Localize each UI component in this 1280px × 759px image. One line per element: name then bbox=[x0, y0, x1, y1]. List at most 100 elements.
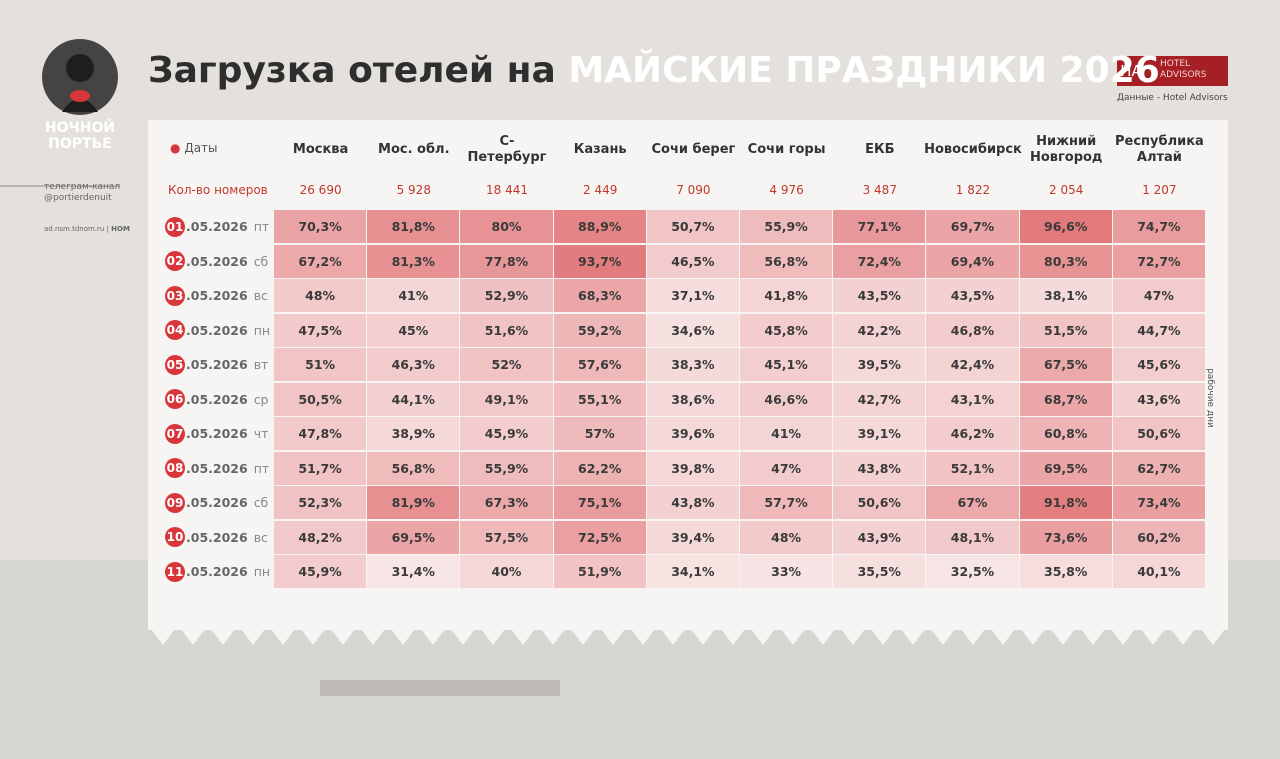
day-badge: 03 bbox=[165, 285, 185, 306]
occupancy-cell: 47,5% bbox=[274, 313, 367, 347]
occupancy-cell: 49,1% bbox=[460, 382, 553, 416]
occupancy-cell: 46,5% bbox=[646, 244, 739, 278]
occupancy-cell: 52,3% bbox=[274, 486, 367, 519]
ha-name: HOTEL ADVISORS bbox=[1160, 59, 1207, 81]
dates-header: ● Даты bbox=[170, 141, 218, 155]
occupancy-cell: 46,3% bbox=[367, 348, 460, 381]
occupancy-cell: 80,3% bbox=[1019, 244, 1112, 278]
occupancy-cell: 50,6% bbox=[1112, 417, 1205, 450]
occupancy-cell: 62,7% bbox=[1112, 451, 1205, 485]
occupancy-cell: 52,1% bbox=[926, 451, 1019, 485]
occupancy-cell: 51,7% bbox=[274, 451, 367, 485]
occupancy-cell: 43,8% bbox=[833, 451, 926, 485]
weekday: вс bbox=[253, 288, 268, 303]
occupancy-cell: 45,9% bbox=[274, 555, 367, 588]
occupancy-cell: 72,5% bbox=[553, 520, 646, 554]
occupancy-cell: 80% bbox=[460, 210, 553, 243]
occupancy-cell: 45% bbox=[367, 313, 460, 347]
weekday: сб bbox=[253, 253, 269, 269]
day-badge: 09 bbox=[165, 492, 185, 513]
date-text: .05.2026 bbox=[186, 460, 248, 476]
occupancy-cell: 50,5% bbox=[274, 382, 367, 416]
weekday: пн bbox=[253, 564, 271, 579]
occupancy-cell: 48,2% bbox=[274, 520, 367, 554]
date-label: 01.05.2026 пт bbox=[165, 210, 269, 243]
occupancy-cell: 31,4% bbox=[367, 555, 460, 588]
room-count: 1 822 bbox=[955, 183, 991, 197]
zigzag-edge bbox=[148, 625, 1228, 645]
occupancy-cell: 69,5% bbox=[367, 520, 460, 554]
weekday: пн bbox=[253, 322, 271, 338]
occupancy-cell: 39,4% bbox=[646, 520, 739, 554]
weekday: пт bbox=[253, 460, 270, 476]
ha-name-line: HOTEL bbox=[1160, 59, 1191, 69]
occupancy-cell: 56,8% bbox=[740, 244, 833, 278]
date-text: .05.2026 bbox=[186, 529, 248, 545]
occupancy-cell: 43,8% bbox=[646, 486, 739, 519]
occupancy-cell: 81,3% bbox=[367, 244, 460, 278]
occupancy-cell: 45,6% bbox=[1112, 348, 1205, 381]
ha-badge bbox=[1117, 56, 1145, 86]
occupancy-cell: 48% bbox=[740, 520, 833, 554]
date-label: 10.05.2026 вс bbox=[165, 521, 268, 554]
occupancy-cell: 73,4% bbox=[1112, 486, 1205, 519]
date-text: .05.2026 bbox=[186, 357, 248, 372]
room-count: 2 449 bbox=[583, 183, 618, 197]
room-count: 26 690 bbox=[299, 183, 342, 197]
column-header: Республика Алтай bbox=[1114, 134, 1204, 165]
occupancy-cell: 38,9% bbox=[367, 417, 460, 450]
occupancy-cell: 67,5% bbox=[1019, 348, 1112, 381]
occupancy-cell: 60,2% bbox=[1112, 520, 1205, 554]
site: ad.nsm.tdnom.ru | НОМ bbox=[44, 225, 130, 233]
weekday: пт bbox=[253, 219, 270, 234]
occupancy-cell: 51,6% bbox=[460, 313, 553, 347]
column-header: Мос. обл. bbox=[378, 142, 450, 157]
occupancy-cell: 48% bbox=[274, 279, 367, 312]
date-text: .05.2026 bbox=[186, 322, 248, 338]
title: Загрузка отелей на МАЙСКИЕ ПРАЗДНИКИ 202… bbox=[148, 50, 1160, 91]
occupancy-cell: 38,3% bbox=[646, 348, 739, 381]
occupancy-cell: 46,6% bbox=[740, 382, 833, 416]
occupancy-cell: 55,9% bbox=[740, 210, 833, 243]
date-label: 09.05.2026 сб bbox=[165, 486, 268, 519]
column-header: С-Петербург bbox=[467, 134, 547, 165]
day-badge: 07 bbox=[165, 423, 185, 444]
ha-name-line: ADVISORS bbox=[1160, 70, 1207, 80]
room-count: 3 487 bbox=[862, 183, 897, 197]
day-badge: 05 bbox=[165, 354, 185, 375]
occupancy-cell: 77,1% bbox=[833, 210, 926, 243]
occupancy-cell: 34,6% bbox=[646, 313, 739, 347]
date-label: 05.05.2026 вт bbox=[165, 348, 268, 381]
weekday: вт bbox=[253, 357, 269, 372]
occupancy-cell: 57,7% bbox=[740, 486, 833, 519]
occupancy-cell: 75,1% bbox=[553, 486, 646, 519]
logo-line: ПОРТЬЕ bbox=[48, 136, 112, 152]
occupancy-cell: 51,9% bbox=[553, 555, 646, 588]
source-note: Данные - Hotel Advisors bbox=[1117, 93, 1228, 103]
occupancy-cell: 47% bbox=[1112, 279, 1205, 312]
occupancy-cell: 35,8% bbox=[1019, 555, 1112, 588]
title-dark: Загрузка отелей на bbox=[148, 50, 556, 91]
occupancy-cell: 77,8% bbox=[460, 244, 553, 278]
occupancy-cell: 42,4% bbox=[926, 348, 1019, 381]
occupancy-cell: 45,8% bbox=[740, 313, 833, 347]
occupancy-cell: 45,1% bbox=[740, 348, 833, 381]
room-count: 18 441 bbox=[485, 183, 528, 197]
occupancy-cell: 40% bbox=[460, 555, 553, 588]
occupancy-cell: 39,5% bbox=[833, 348, 926, 381]
date-text: .05.2026 bbox=[186, 564, 248, 579]
occupancy-cell: 91,8% bbox=[1019, 486, 1112, 519]
occupancy-cell: 81,9% bbox=[367, 486, 460, 519]
occupancy-cell: 52% bbox=[460, 348, 553, 381]
column-header: Москва bbox=[292, 142, 349, 157]
logo-text: НОЧНОЙ ПОРТЬЕ bbox=[42, 120, 118, 152]
occupancy-cell: 57,5% bbox=[460, 520, 553, 554]
occupancy-cell: 69,5% bbox=[1019, 451, 1112, 485]
occupancy-cell: 57% bbox=[553, 417, 646, 450]
title-light: МАЙСКИЕ ПРАЗДНИКИ 2026 bbox=[568, 50, 1160, 91]
date-label: 11.05.2026 пн bbox=[165, 555, 270, 588]
logo-bell bbox=[70, 90, 90, 102]
day-badge: 04 bbox=[165, 320, 185, 340]
